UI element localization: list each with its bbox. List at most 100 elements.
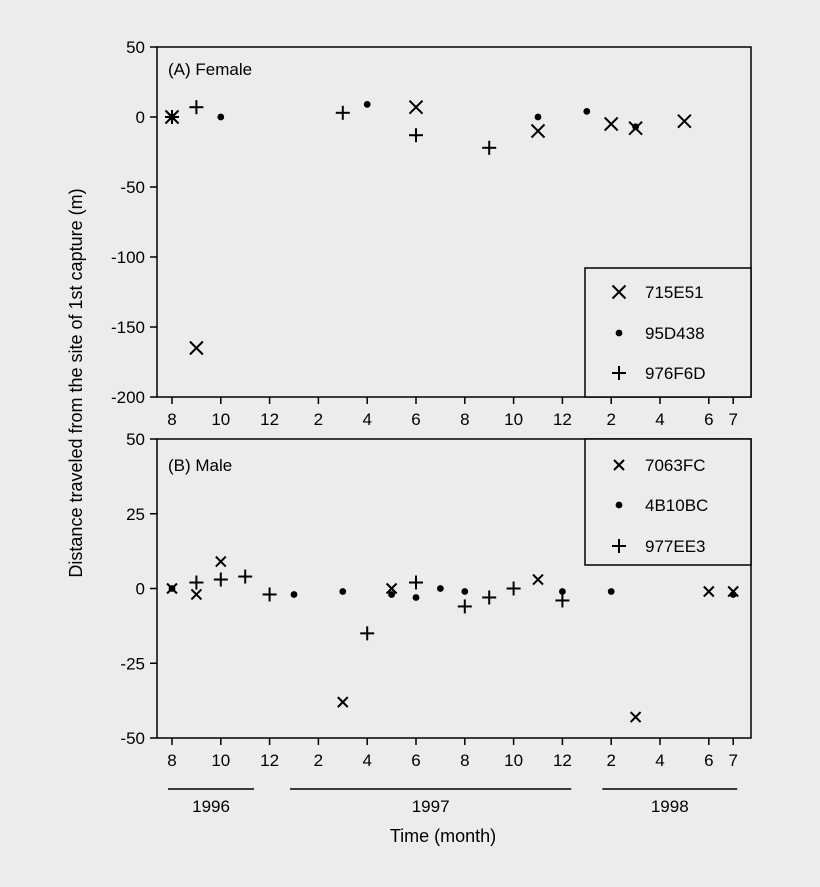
x-tick-label: 12 <box>260 410 279 429</box>
series-976f6d-point-1 <box>189 100 204 115</box>
series-976f6d-point-0 <box>165 110 179 124</box>
legend-4b10bc-point-swatch <box>615 501 623 509</box>
series-715e51-point-6 <box>677 113 692 129</box>
series-4b10bc-point-7 <box>559 588 566 595</box>
series-7063fc-point-3 <box>337 696 349 708</box>
cross-stroke <box>190 588 203 601</box>
legend-box <box>584 438 752 566</box>
y-tick-label: 50 <box>126 38 145 57</box>
x-tick-label: 6 <box>704 751 713 770</box>
year-label-1997: 1997 <box>412 797 450 816</box>
dot <box>412 594 420 601</box>
x-axis-label: Time (month) <box>390 826 496 846</box>
legend-976f6d-point-swatch <box>612 366 626 380</box>
dot <box>339 588 347 595</box>
series-977ee3-point-7 <box>482 590 497 605</box>
legend-label-95d438: 95D438 <box>645 324 705 343</box>
x-tick-label: 8 <box>167 410 176 429</box>
series-4b10bc-point-6 <box>461 588 469 595</box>
dot <box>615 329 623 337</box>
y-tick-label: -100 <box>111 248 145 267</box>
x-tick-label: 4 <box>655 410 664 429</box>
x-tick-label: 2 <box>606 751 615 770</box>
series-976f6d-point-4 <box>482 140 497 155</box>
series-4b10bc-point-1 <box>290 591 298 598</box>
y-tick-label: -150 <box>111 318 145 337</box>
series-95d438-point-2 <box>363 101 371 108</box>
series-7063fc-point-2 <box>215 555 227 568</box>
cross-stroke <box>408 99 424 115</box>
x-tick-label: 2 <box>606 410 615 429</box>
series-95d438-point-5 <box>632 123 639 131</box>
legend-box <box>584 267 752 398</box>
series-976f6d-point-2 <box>335 105 350 120</box>
x-tick-label: 12 <box>553 410 572 429</box>
legend-label-715e51: 715E51 <box>645 283 704 302</box>
plot-frame <box>156 46 752 398</box>
series-715e51-point-1 <box>189 340 204 356</box>
cross-stroke <box>337 696 349 708</box>
series-7063fc-point-5 <box>532 573 544 586</box>
x-tick-label: 8 <box>460 410 469 429</box>
x-tick-label: 6 <box>411 410 420 429</box>
x-tick-label: 10 <box>504 410 523 429</box>
series-977ee3-point-3 <box>262 587 277 602</box>
year-label-1998: 1998 <box>651 797 689 816</box>
series-7063fc-point-6 <box>629 711 642 723</box>
dot <box>437 585 444 592</box>
dot <box>607 588 615 595</box>
y-tick-label: -25 <box>120 654 145 673</box>
cross-stroke <box>629 711 642 723</box>
legend-977ee3-point-swatch <box>612 539 626 553</box>
x-tick-label: 10 <box>504 751 523 770</box>
legend-label-976f6d: 976F6D <box>645 364 705 383</box>
x-tick-label: 4 <box>362 751 371 770</box>
dot <box>388 591 395 598</box>
x-tick-label: 12 <box>553 751 572 770</box>
series-715e51-point-4 <box>603 116 619 132</box>
y-axis-label: Distance traveled from the site of 1st c… <box>66 188 86 577</box>
cross-stroke <box>532 573 544 586</box>
series-976f6d <box>165 100 497 155</box>
x-tick-label: 10 <box>211 751 230 770</box>
series-7063fc-point-4 <box>385 582 398 595</box>
cross-stroke <box>703 585 715 598</box>
x-tick-label: 12 <box>260 751 279 770</box>
legend-label-7063fc: 7063FC <box>645 456 705 475</box>
x-tick-label: 6 <box>411 751 420 770</box>
series-4b10bc-point-0 <box>168 585 176 592</box>
series-95d438 <box>168 101 639 131</box>
dot <box>559 588 566 595</box>
series-4b10bc-point-8 <box>607 588 615 595</box>
series-715e51-point-3 <box>530 123 546 139</box>
cross-stroke <box>613 459 625 471</box>
x-tick-label: 7 <box>728 410 737 429</box>
series-977ee3-point-8 <box>506 581 521 596</box>
x-tick-label: 8 <box>167 751 176 770</box>
cross-stroke <box>385 582 398 595</box>
x-tick-label: 7 <box>728 751 737 770</box>
dot <box>583 108 591 115</box>
cross-stroke <box>611 284 627 300</box>
legend-label-977ee3: 977EE3 <box>645 537 706 556</box>
dot <box>729 591 737 598</box>
legend: 7063FC 4B10BC 977EE3 <box>584 438 752 566</box>
cross-stroke <box>677 113 692 129</box>
dot <box>461 588 469 595</box>
series-95d438-point-1 <box>217 113 225 121</box>
y-tick-label: -200 <box>111 388 145 407</box>
x-tick-label: 2 <box>314 751 323 770</box>
series-976f6d-point-3 <box>409 128 423 143</box>
series-7063fc-point-7 <box>703 585 715 598</box>
shared-axis-labels: Distance traveled from the site of 1st c… <box>66 188 738 846</box>
y-tick-label: -50 <box>120 729 145 748</box>
cross-stroke <box>603 116 619 132</box>
series-977ee3-point-0 <box>189 575 204 590</box>
cross-stroke <box>530 123 546 139</box>
series-4b10bc-point-5 <box>437 585 444 592</box>
dot <box>363 101 371 108</box>
dot <box>615 501 623 509</box>
year-label-1996: 1996 <box>192 797 230 816</box>
